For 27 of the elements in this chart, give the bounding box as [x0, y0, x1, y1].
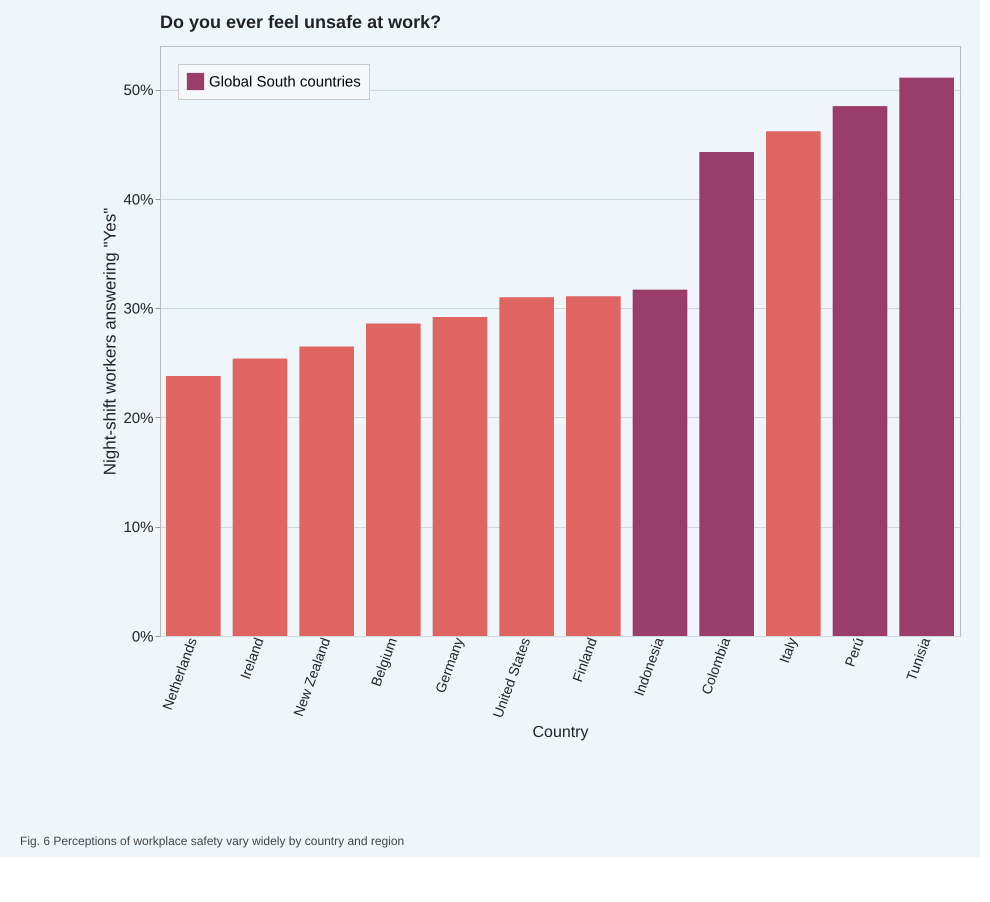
y-axis-title: Night-shift workers answering "Yes"	[100, 208, 120, 476]
x-tick-label: Italy	[776, 635, 800, 666]
x-axis-title: Country	[532, 724, 589, 741]
bar	[366, 324, 421, 636]
y-tick-label: 40%	[123, 191, 154, 208]
y-tick-label: 50%	[123, 82, 154, 100]
x-tick-label: United States	[489, 635, 534, 720]
bar	[232, 358, 288, 636]
y-tick-label: 30%	[123, 300, 154, 318]
bar	[299, 346, 354, 636]
caption: Fig. 6 Perceptions of workplace safety vary widely by country and region	[20, 834, 404, 848]
y-tick-label: 20%	[123, 410, 154, 427]
y-tick-label: 10%	[123, 519, 154, 536]
bar	[432, 316, 488, 636]
bar	[832, 106, 888, 636]
bar	[899, 78, 954, 636]
bar	[566, 296, 621, 636]
bar	[166, 376, 221, 636]
x-tick-label: Perú	[841, 635, 867, 669]
bar	[632, 290, 688, 636]
bar	[766, 131, 821, 636]
y-tick-label: 0%	[132, 628, 154, 646]
bar	[699, 152, 754, 636]
chart-title: Do you ever feel unsafe at work?	[160, 12, 442, 32]
legend-label: Global South countries	[209, 74, 361, 90]
x-tick-label: Ireland	[236, 635, 267, 682]
bar	[499, 297, 554, 636]
